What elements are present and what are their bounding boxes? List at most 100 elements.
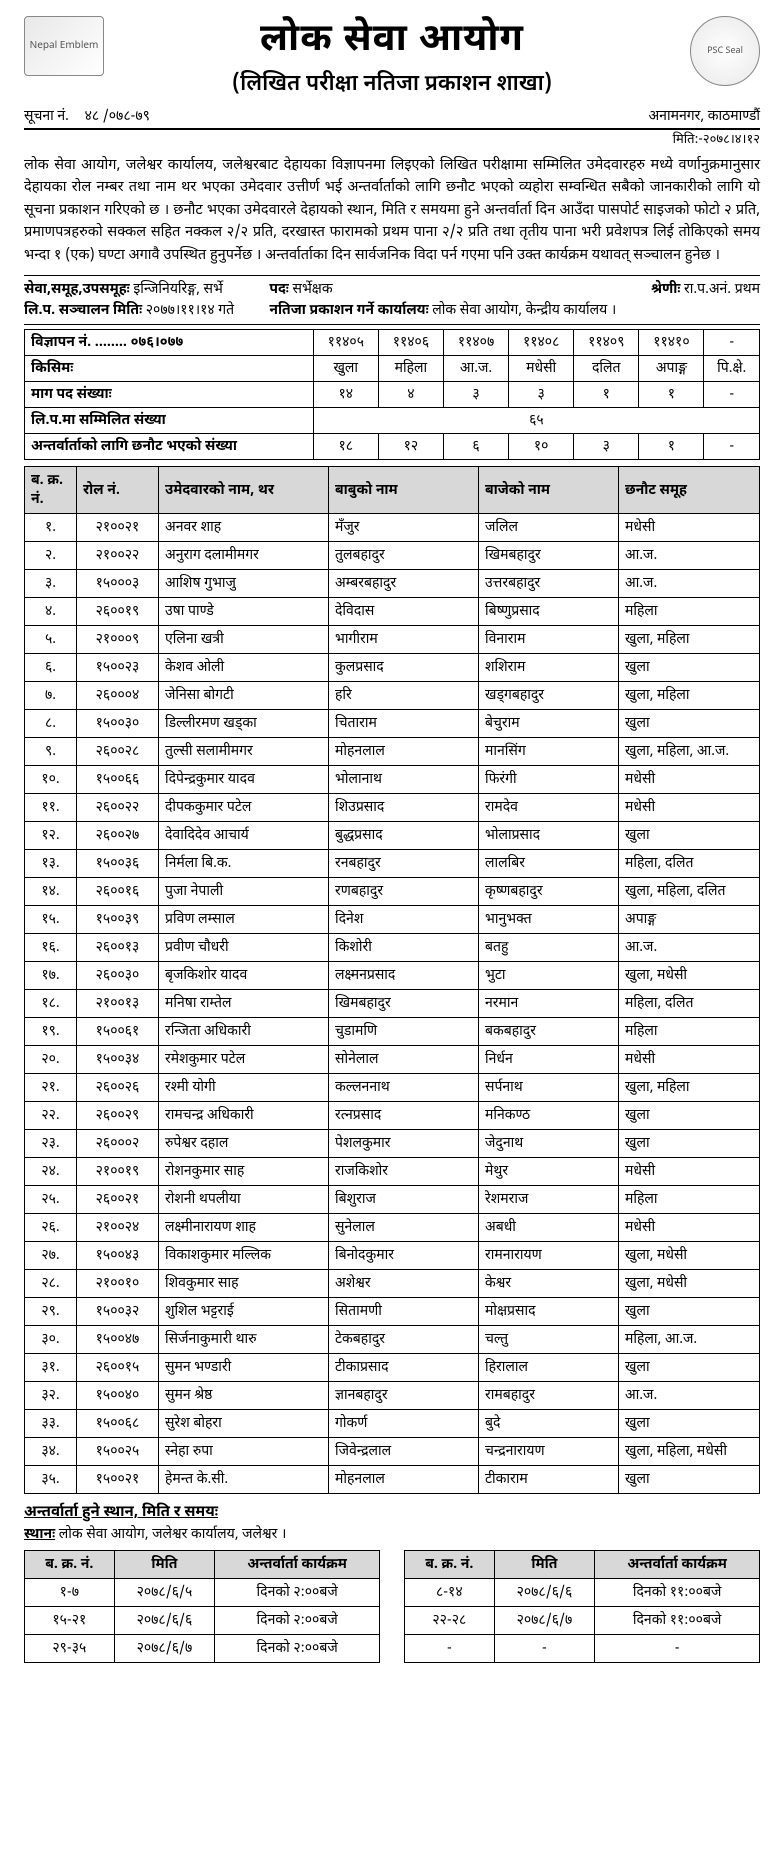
table-cell: सुरेश बोहरा [159,1410,329,1438]
sched-row: २२-२८२०७८/६/७दिनको ११:००बजे [405,1607,760,1635]
publishoffice-value: लोक सेवा आयोग, केन्द्रीय कार्यालय । [432,301,616,320]
table-cell: खुला [619,1410,760,1438]
table-row: १४.२६००१६पुजा नेपालीरणबहादुरकृष्णबहादुरख… [25,878,760,906]
summary-cell: १० [509,434,574,460]
table-cell: खिमबहादुर [329,990,479,1018]
notice-number: ४८ /०७८-७९ [85,107,150,126]
table-cell: १५००४० [77,1382,159,1410]
table-cell: मधेसी [619,794,760,822]
table-cell: २६००२१ [77,1186,159,1214]
table-cell: लक्ष्मीनारायण शाह [159,1214,329,1242]
table-cell: १६. [25,934,77,962]
summary-table: विज्ञापन नं. ........ ०७६।०७७११४०५११४०६१… [24,329,760,460]
table-cell: ७. [25,682,77,710]
table-cell: कुलप्रसाद [329,654,479,682]
summary-cell: १ [574,382,639,408]
schedule-title: अन्तर्वार्ता हुने स्थान, मिति र समयः [24,1504,760,1523]
table-cell: १५००३६ [77,850,159,878]
table-cell: २. [25,542,77,570]
publish-date: मिति:-२०७८।४।१२ [24,132,760,149]
table-cell: टीकाराम [479,1466,619,1494]
table-cell: २१००२२ [77,542,159,570]
table-cell: २६००२७ [77,822,159,850]
summary-cell: दलित [574,356,639,382]
table-cell: रनबहादुर [329,850,479,878]
table-row: २५.२६००२१रोशनी थपलीयाबिशुराजरेशमराजमहिला [25,1186,760,1214]
table-cell: कल्लननाथ [329,1074,479,1102]
table-cell: खड्गबहादुर [479,682,619,710]
summary-cell: ११४०९ [574,330,639,356]
summary-row-label: किसिमः [25,356,314,382]
table-cell: मोहनलाल [329,738,479,766]
meta-info: सेवा,समूह,उपसमूहः इन्जिनियरिङ्ग, सर्भे प… [24,280,760,320]
table-header: बाबुको नाम [329,467,479,514]
table-row: ७.२६०००४जेनिसा बोगटीहरिखड्गबहादुरखुला, म… [25,682,760,710]
table-cell: मधेसी [619,766,760,794]
table-cell: रामनारायण [479,1242,619,1270]
table-cell: २१. [25,1074,77,1102]
table-row: २३.२६०००२रुपेश्वर दहालपेशलकुमारजेदुनाथखु… [25,1130,760,1158]
table-cell: खुला, महिला [619,626,760,654]
table-cell: मधेसी [619,1214,760,1242]
sched-cell: २०७८/६/६ [114,1607,215,1635]
summary-cell: १८ [313,434,378,460]
table-cell: अम्बरबहादुर [329,570,479,598]
table-cell: रुपेश्वर दहाल [159,1130,329,1158]
sched-header: ब. क्र. नं. [405,1551,495,1579]
table-cell: २९. [25,1298,77,1326]
table-cell: बृजकिशोर यादव [159,962,329,990]
summary-cell: ११४०६ [378,330,443,356]
table-cell: नरमान [479,990,619,1018]
summary-cell: पि.क्षे. [704,356,760,382]
table-row: २८.२१००१०शिवकुमार साहअशेश्वरकेश्वरखुला, … [25,1270,760,1298]
table-cell: खुला [619,1102,760,1130]
table-cell: उषा पाण्डे [159,598,329,626]
table-cell: देविदास [329,598,479,626]
table-cell: चन्द्रनारायण [479,1438,619,1466]
sched-cell: दिनको ११:००बजे [595,1607,760,1635]
table-cell: मधेसी [619,1158,760,1186]
sched-cell: - [595,1635,760,1663]
sched-cell: १-७ [25,1579,115,1607]
table-cell: ३४. [25,1438,77,1466]
sched-cell: ८-१४ [405,1579,495,1607]
summary-cell: - [704,330,760,356]
table-row: १५.१५००३९प्रविण लम्सालदिनेशभानुभक्तअपाङ्… [25,906,760,934]
table-cell: ३०. [25,1326,77,1354]
table-row: १७.२६००३०बृजकिशोर यादवलक्ष्मनप्रसादभुटाख… [25,962,760,990]
table-row: २२.२६००२९रामचन्द्र अधिकारीरत्नप्रसादमनिक… [25,1102,760,1130]
table-cell: रमेशकुमार पटेल [159,1046,329,1074]
table-cell: १७. [25,962,77,990]
table-row: १२.२६००२७देवादिदेव आचार्यबुद्धप्रसादभोला… [25,822,760,850]
table-cell: मोक्षप्रसाद [479,1298,619,1326]
table-cell: महिला [619,1018,760,1046]
table-cell: विकाशकुमार मल्लिक [159,1242,329,1270]
table-row: ६.१५००२३केशव ओलीकुलप्रसादशशिरामखुला [25,654,760,682]
summary-cell: ६ [443,434,508,460]
table-cell: विनाराम [479,626,619,654]
sched-cell: - [405,1635,495,1663]
table-row: १.२१००२१अनवर शाहमँजुरजलिलमधेसी [25,514,760,542]
table-cell: २१००१९ [77,1158,159,1186]
table-cell: २१००२४ [77,1214,159,1242]
post-value: सर्भेक्षक [293,280,333,299]
table-cell: बुदे [479,1410,619,1438]
table-cell: एलिना खत्री [159,626,329,654]
table-cell: २६००१३ [77,934,159,962]
table-cell: २६००१९ [77,598,159,626]
summary-cell: १४ [313,382,378,408]
table-cell: सोनेलाल [329,1046,479,1074]
table-header: बाजेको नाम [479,467,619,514]
branch-title: (लिखित परीक्षा नतिजा प्रकाशन शाखा) [24,70,760,99]
table-row: २७.१५००४३विकाशकुमार मल्लिकबिनोदकुमाररामन… [25,1242,760,1270]
table-cell: १. [25,514,77,542]
table-cell: रन्जिता अधिकारी [159,1018,329,1046]
table-cell: अपाङ्ग [619,906,760,934]
table-cell: टीकाप्रसाद [329,1354,479,1382]
table-cell: बिष्णुप्रसाद [479,598,619,626]
table-cell: गोकर्ण [329,1410,479,1438]
post-label: पदः [269,280,289,299]
publishoffice-label: नतिजा प्रकाशन गर्ने कार्यालयः [269,301,428,320]
table-cell: खुला, महिला, दलित [619,878,760,906]
table-cell: मनिकण्ठ [479,1102,619,1130]
